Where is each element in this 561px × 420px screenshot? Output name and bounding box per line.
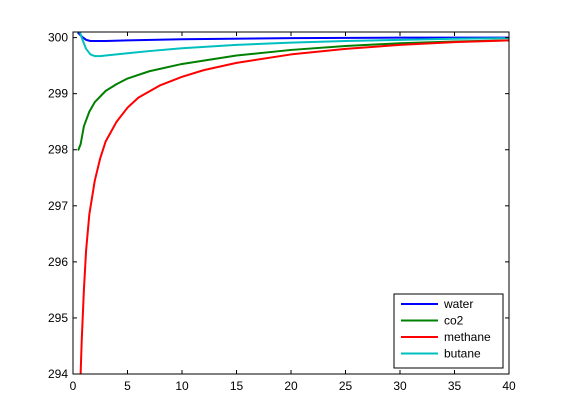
series-line-water bbox=[77, 32, 509, 42]
x-tick-label: 0 bbox=[70, 379, 77, 393]
y-tick-label: 298 bbox=[48, 143, 68, 157]
y-tick-label: 297 bbox=[48, 199, 68, 213]
y-tick-label: 299 bbox=[48, 87, 68, 101]
legend-label-methane: methane bbox=[444, 330, 491, 344]
tick-layer: 0 5 10 15 20 25 30 35 40 294 295 296 297 298 299 300 bbox=[48, 31, 516, 393]
x-tick-label: 40 bbox=[502, 379, 516, 393]
y-tick-label: 296 bbox=[48, 255, 68, 269]
legend: water co2 methane butane bbox=[393, 293, 504, 369]
x-tick-label: 10 bbox=[175, 379, 189, 393]
series-line-butane bbox=[78, 32, 509, 58]
legend-box bbox=[393, 293, 504, 369]
x-tick-label: 5 bbox=[124, 379, 131, 393]
legend-label-co2: co2 bbox=[444, 314, 464, 328]
y-tick-label: 294 bbox=[48, 367, 68, 381]
x-tick-label: 15 bbox=[230, 379, 244, 393]
series-line-methane bbox=[79, 39, 509, 374]
x-tick-label: 25 bbox=[339, 379, 353, 393]
y-tick-label: 295 bbox=[48, 311, 68, 325]
y-tick-label: 300 bbox=[48, 31, 68, 45]
x-tick-label: 20 bbox=[284, 379, 298, 393]
legend-label-water: water bbox=[443, 297, 473, 311]
x-tick-label: 30 bbox=[393, 379, 407, 393]
series-line-co2 bbox=[77, 39, 509, 151]
legend-label-butane: butane bbox=[444, 347, 481, 361]
series-layer bbox=[77, 32, 509, 374]
x-tick-label: 35 bbox=[448, 379, 462, 393]
